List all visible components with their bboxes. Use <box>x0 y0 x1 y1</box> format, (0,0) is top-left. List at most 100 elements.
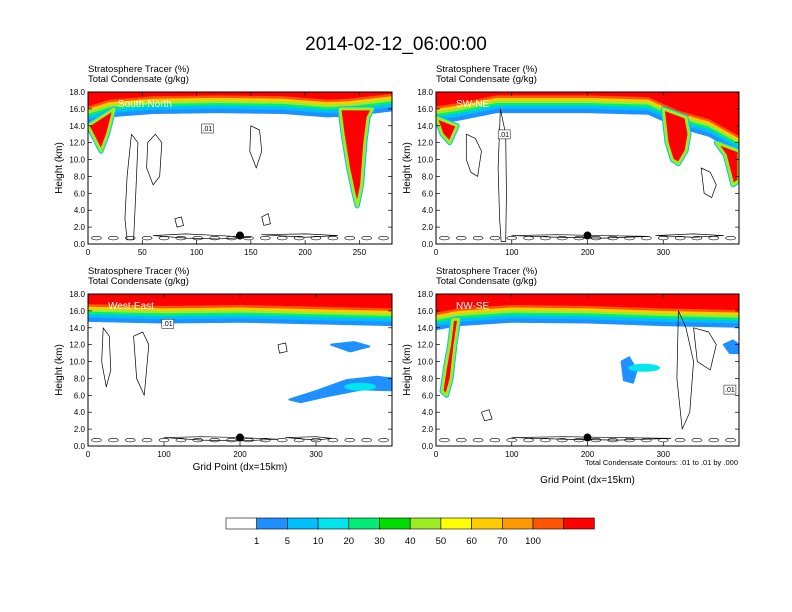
boundary-layer-contour <box>226 235 237 241</box>
condensate-contour <box>249 125 263 169</box>
colorbar-label: 60 <box>466 536 477 547</box>
boundary-layer-contour <box>556 437 568 443</box>
boundary-layer-contour <box>361 437 372 443</box>
y-tick-label: 4.0 <box>422 206 434 215</box>
panel-west-east: Stratosphere Tracer (%)Total Condensate … <box>54 266 393 473</box>
boundary-layer-contour <box>540 235 551 241</box>
x-tick-label: 100 <box>190 248 204 257</box>
boundary-layer-contour <box>691 437 703 443</box>
boundary-layer-contour <box>327 235 339 241</box>
tracer-layer-core <box>628 363 661 372</box>
x-tick-label: 0 <box>434 248 439 257</box>
panel-header-condensate: Total Condensate (g/kg) <box>436 276 537 287</box>
colorbar-swatch <box>440 517 472 530</box>
boundary-layer-contour <box>657 235 669 241</box>
panel-header-tracer: Stratosphere Tracer (%) <box>88 266 189 277</box>
tracer-band-6 <box>88 92 392 107</box>
y-tick-label: 14.0 <box>417 324 433 333</box>
tracer-layer-core <box>344 382 377 391</box>
contour-label-box <box>723 384 737 395</box>
boundary-layer-contour <box>590 437 602 443</box>
boundary-layer-contour <box>141 437 153 443</box>
y-tick-label: 4.0 <box>74 408 86 417</box>
tracer-intrusion-core <box>661 107 691 166</box>
condensate-contour <box>497 108 507 242</box>
boundary-layer-contour <box>455 437 467 443</box>
colorbar-swatch <box>532 517 565 530</box>
y-tick-label: 2.0 <box>74 425 86 434</box>
x-tick-label: 200 <box>233 450 247 459</box>
colorbar-label: 100 <box>525 536 541 547</box>
boundary-layer-contour <box>209 235 220 241</box>
y-tick-label: 14.0 <box>69 324 85 333</box>
condensate-contour <box>101 327 112 388</box>
colorbar-swatch <box>256 517 288 530</box>
boundary-layer-contour <box>573 437 585 443</box>
colorbar-label: 1 <box>254 536 259 547</box>
y-tick-label: 6.0 <box>422 189 434 198</box>
condensate-contour <box>655 233 725 238</box>
boundary-layer-contour <box>108 437 119 443</box>
x-tick-label: 300 <box>309 450 323 459</box>
panel-label: SW-NE <box>456 99 489 110</box>
y-tick-label: 8.0 <box>422 374 434 383</box>
y-axis-label: Height (km) <box>402 344 413 396</box>
boundary-layer-contour <box>276 437 288 443</box>
y-tick-label: 0.0 <box>422 240 434 249</box>
boundary-layer-contour <box>624 235 635 241</box>
boundary-layer-contour <box>260 437 271 443</box>
y-tick-label: 8.0 <box>74 172 86 181</box>
boundary-layer-contour <box>158 235 170 241</box>
boundary-layer-contour <box>489 437 501 443</box>
panel-label: South-North <box>118 99 172 110</box>
tracer-layer <box>330 341 371 353</box>
boundary-layer-contour <box>124 235 136 241</box>
colorbar-swatch <box>225 517 258 530</box>
boundary-layer-contour <box>378 437 389 443</box>
plot-area <box>88 92 392 244</box>
tracer-intrusion-core <box>714 141 739 187</box>
boundary-layer-contour <box>192 235 204 241</box>
boundary-layer-contour <box>91 235 102 241</box>
location-marker <box>583 433 592 442</box>
boundary-layer-contour <box>556 235 568 241</box>
boundary-layer-contour <box>226 437 237 443</box>
condensate-contour <box>133 331 150 396</box>
boundary-layer-contour <box>725 235 736 241</box>
y-tick-label: 12.0 <box>69 139 85 148</box>
boundary-layer-contour <box>378 235 389 241</box>
colorbar-swatch <box>348 517 380 530</box>
x-axis-label: Grid Point (dx=15km) <box>540 475 635 486</box>
boundary-layer-contour <box>523 235 534 241</box>
colorbar-swatch <box>471 517 503 530</box>
boundary-layer-contour <box>523 437 534 443</box>
panel-header-condensate: Total Condensate (g/kg) <box>88 276 189 287</box>
condensate-contour <box>481 409 493 422</box>
x-tick-label: 200 <box>298 248 312 257</box>
y-tick-label: 0.0 <box>74 240 86 249</box>
figure-title: 2014-02-12_06:00:00 <box>305 34 487 55</box>
location-marker <box>236 231 244 240</box>
y-tick-label: 12.0 <box>417 139 433 148</box>
boundary-layer-contour <box>175 437 187 443</box>
colorbar-swatch <box>379 517 411 530</box>
y-tick-label: 18.0 <box>417 88 433 97</box>
boundary-layer-contour <box>293 235 305 241</box>
contour-label-box <box>161 318 175 329</box>
colorbar-swatch <box>287 517 319 530</box>
y-tick-label: 14.0 <box>69 122 85 131</box>
y-tick-label: 6.0 <box>74 189 86 198</box>
boundary-layer-contour <box>175 235 187 241</box>
boundary-layer-contour <box>725 437 736 443</box>
y-tick-label: 16.0 <box>417 105 433 114</box>
condensate-contour <box>676 310 694 430</box>
colorbar-label: 10 <box>313 536 324 547</box>
y-tick-label: 2.0 <box>74 223 86 232</box>
y-tick-label: 0.0 <box>422 442 434 451</box>
colorbar-swatch <box>317 517 350 530</box>
panel-sw-ne: Stratosphere Tracer (%)Total Condensate … <box>402 64 740 257</box>
boundary-layer-contour <box>91 437 102 443</box>
location-marker <box>236 433 244 442</box>
tracer-intrusion-core <box>88 107 116 153</box>
